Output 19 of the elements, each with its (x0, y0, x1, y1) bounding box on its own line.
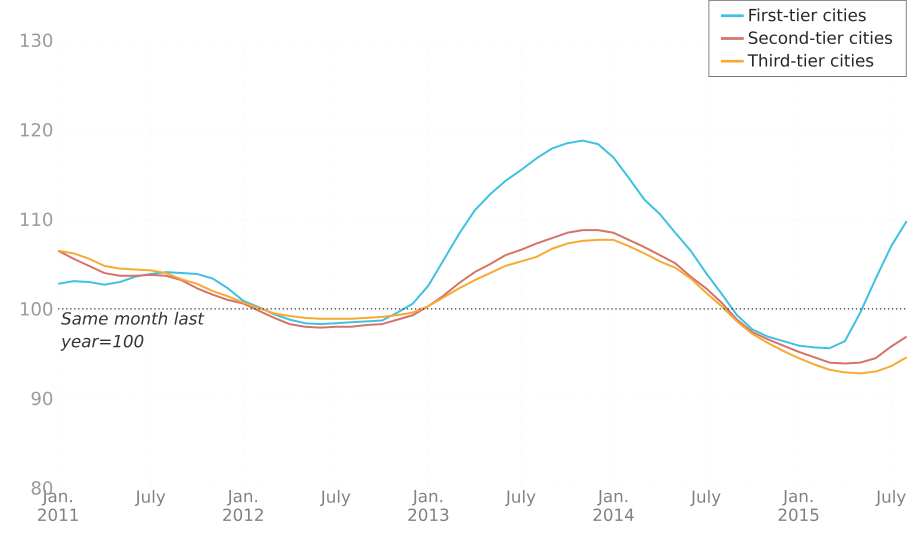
y-tick-label: 130 (20, 33, 52, 48)
x-tick-label: Jan. 2015 (778, 490, 818, 522)
legend-label: First-tier cities (749, 8, 866, 22)
x-tick-label: July (690, 490, 721, 506)
x-tick-label: July (875, 490, 906, 506)
x-tick-label: Jan. 2012 (223, 490, 263, 522)
x-tick-label: July (320, 490, 350, 506)
ref-line-label: Same month last year=100 (60, 312, 204, 351)
y-tick-label: 90 (32, 392, 52, 406)
line-series (57, 140, 908, 350)
y-tick-label: 120 (20, 122, 52, 137)
x-tick-label: July (134, 490, 166, 506)
x-tick-label: July (505, 490, 536, 506)
x-tick-label: Jan. 2014 (593, 490, 634, 522)
legend-label: Second-tier cities (748, 31, 892, 44)
y-tick-label: 100 (20, 302, 52, 316)
y-tick-label: 110 (20, 212, 52, 226)
x-tick-label: Jan. 2013 (408, 490, 448, 522)
legend-label: Third-tier cities (748, 54, 874, 67)
